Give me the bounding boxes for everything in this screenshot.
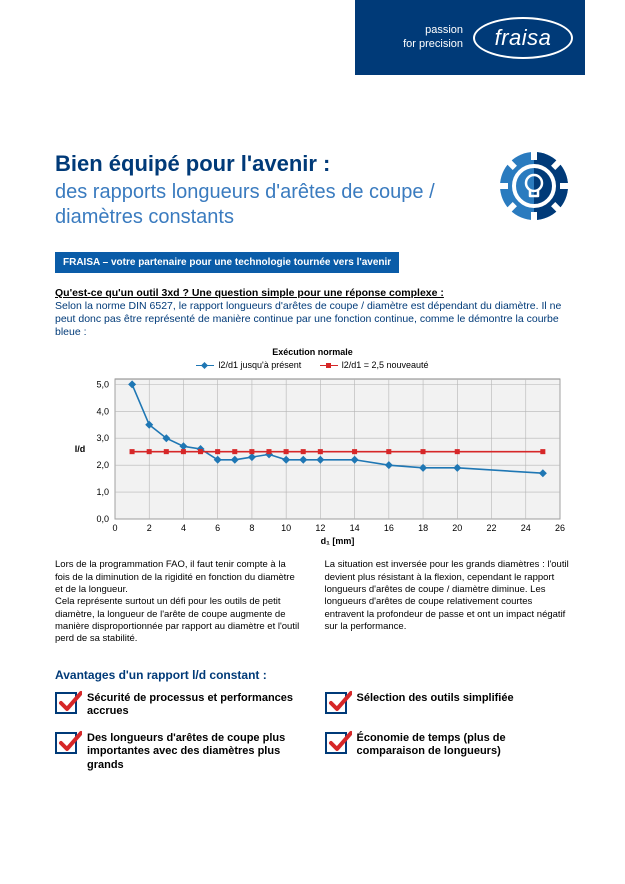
question-section: Qu'est-ce qu'un outil 3xd ? Une question… [55,287,570,339]
svg-text:10: 10 [281,523,291,533]
chart-svg: 0,01,02,03,04,05,00246810121416182022242… [55,374,570,549]
question-body: Selon la norme DIN 6527, le rapport long… [55,300,570,339]
svg-text:22: 22 [487,523,497,533]
svg-text:6: 6 [215,523,220,533]
check-icon [325,732,347,754]
question-head: Qu'est-ce qu'un outil 3xd ? Une question… [55,287,570,299]
tagline-line2: for precision [403,38,463,50]
tagline-line1: passion [425,24,463,36]
svg-text:0: 0 [112,523,117,533]
chart-wrap: Exécution normale l2/d1 jusqu'à présent … [55,347,570,550]
advantages-grid: Sécurité de processus et performances ac… [55,692,570,772]
svg-text:l/d: l/d [75,444,86,454]
para-left: Lors de la programmation FAO, il faut te… [55,559,301,645]
svg-text:16: 16 [384,523,394,533]
svg-text:26: 26 [555,523,565,533]
check-icon [55,692,77,714]
advantage-item-1: Sélection des outils simplifiée [325,692,571,718]
svg-text:d₁ [mm]: d₁ [mm] [321,536,355,546]
advantage-text-0: Sécurité de processus et performances ac… [87,692,301,718]
advantage-text-3: Économie de temps (plus de comparaison d… [357,732,571,758]
svg-text:3,0: 3,0 [96,434,109,444]
legend-label-0: l2/d1 jusqu'à présent [218,360,301,370]
legend-item-blue: l2/d1 jusqu'à présent [196,360,301,370]
advantages-heading: Avantages d'un rapport l/d constant : [55,668,570,682]
header-block: passion for precision fraisa [355,0,585,75]
svg-text:0,0: 0,0 [96,514,109,524]
two-col-paragraphs: Lors de la programmation FAO, il faut te… [55,559,570,645]
tagline: passion for precision [367,24,473,50]
svg-text:4,0: 4,0 [96,407,109,417]
blue-bar: FRAISA – votre partenaire pour une techn… [55,252,399,273]
chart-title: Exécution normale [55,347,570,357]
logo-oval: fraisa [473,17,573,59]
check-icon [55,732,77,754]
svg-text:24: 24 [521,523,531,533]
advantage-text-1: Sélection des outils simplifiée [357,692,514,705]
svg-text:8: 8 [249,523,254,533]
svg-text:18: 18 [418,523,428,533]
advantage-item-2: Des longueurs d'arêtes de coupe plus imp… [55,732,301,772]
advantage-text-2: Des longueurs d'arêtes de coupe plus imp… [87,732,301,772]
chart-legend: l2/d1 jusqu'à présent l2/d1 = 2,5 nouvea… [55,358,570,371]
svg-text:20: 20 [452,523,462,533]
svg-text:1,0: 1,0 [96,487,109,497]
svg-text:5,0: 5,0 [96,380,109,390]
svg-text:2: 2 [147,523,152,533]
para-right: La situation est inversée pour les grand… [325,559,571,645]
advantage-item-3: Économie de temps (plus de comparaison d… [325,732,571,772]
svg-text:4: 4 [181,523,186,533]
legend-label-1: l2/d1 = 2,5 nouveauté [342,360,429,370]
title-text: Bien équipé pour l'avenir : des rapports… [55,150,498,230]
logo-text: fraisa [495,25,552,51]
title-bold: Bien équipé pour l'avenir : [55,150,478,178]
check-icon [325,692,347,714]
title-row: Bien équipé pour l'avenir : des rapports… [55,150,570,230]
svg-text:12: 12 [315,523,325,533]
svg-text:14: 14 [350,523,360,533]
svg-text:2,0: 2,0 [96,461,109,471]
title-light: des rapports longueurs d'arêtes de coupe… [55,180,478,230]
advantage-item-0: Sécurité de processus et performances ac… [55,692,301,718]
gear-bulb-icon [498,150,570,222]
content: Bien équipé pour l'avenir : des rapports… [55,150,570,772]
legend-item-red: l2/d1 = 2,5 nouveauté [320,360,429,370]
